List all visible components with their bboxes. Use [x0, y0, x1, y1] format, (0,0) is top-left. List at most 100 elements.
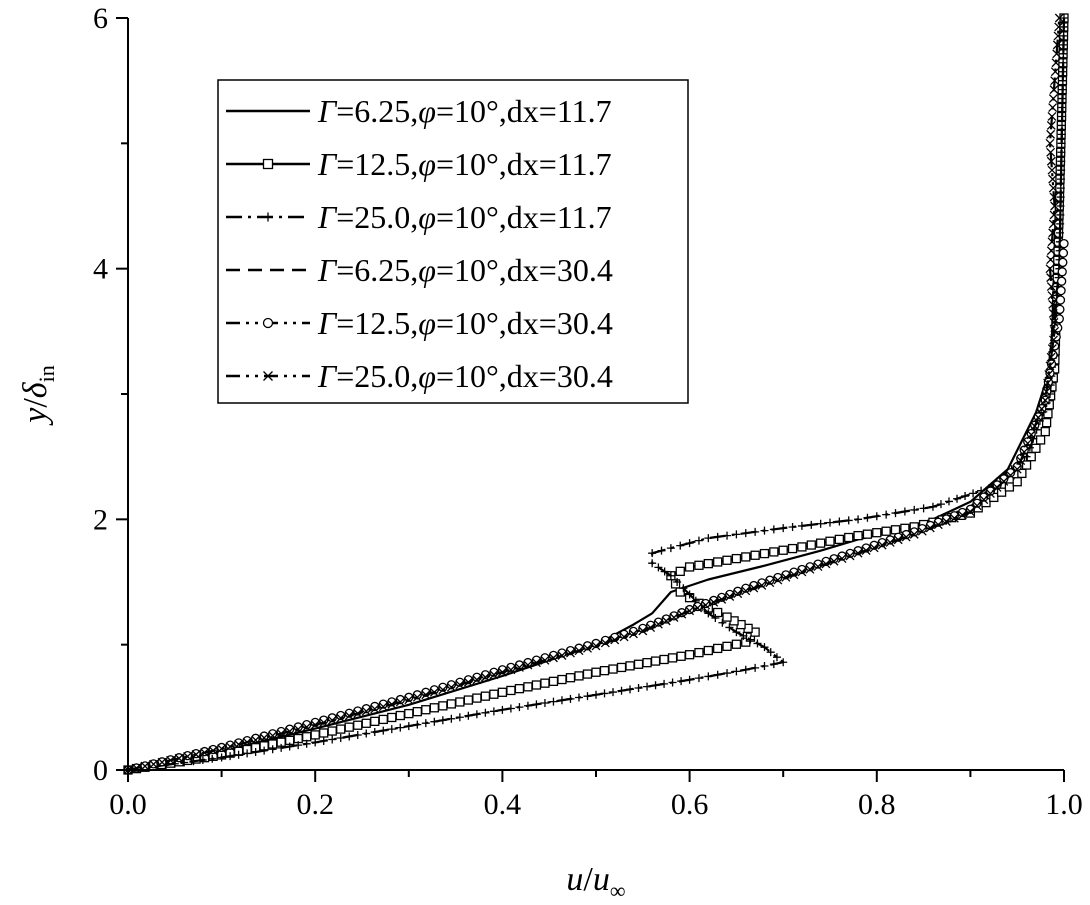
data-point [497, 687, 508, 697]
data-point [1051, 58, 1061, 68]
data-point [166, 755, 176, 765]
data-point [941, 517, 951, 526]
data-point [574, 646, 584, 656]
data-point [378, 714, 388, 725]
data-point [732, 628, 741, 637]
data-point [531, 658, 541, 668]
data-point [1030, 421, 1040, 431]
data-point [626, 685, 635, 694]
data-point [825, 536, 835, 546]
data-point [657, 546, 666, 555]
data-point [447, 714, 456, 723]
data-point [701, 600, 711, 610]
data-point [438, 701, 448, 711]
legend-marker [263, 212, 273, 222]
data-point [643, 682, 652, 691]
data-point [268, 731, 278, 741]
data-point [788, 523, 797, 532]
data-point [628, 629, 638, 639]
data-point [713, 643, 723, 654]
data-point [713, 532, 722, 541]
data-point [234, 750, 243, 759]
data-point [549, 697, 558, 706]
data-point [1047, 291, 1057, 300]
data-point [717, 594, 727, 604]
data-point [302, 739, 311, 748]
data-point [704, 609, 713, 618]
legend-label: Γ=12.5,φ=10°,dx=11.7 [317, 146, 612, 182]
data-point [949, 513, 959, 523]
data-point [514, 662, 524, 672]
data-point [140, 761, 150, 771]
data-point [750, 550, 760, 560]
data-point [259, 733, 269, 743]
data-point [1053, 31, 1063, 41]
data-point [481, 708, 490, 717]
data-point [890, 525, 901, 535]
data-point [700, 598, 711, 609]
data-point [412, 692, 422, 702]
data-point [1045, 361, 1055, 371]
data-point [684, 650, 695, 660]
data-point [480, 672, 490, 682]
data-point [703, 558, 713, 569]
data-point [731, 553, 742, 564]
data-point [506, 704, 515, 713]
data-point [901, 532, 911, 542]
data-point [869, 543, 879, 553]
data-point [619, 632, 629, 642]
data-point [760, 643, 769, 652]
data-point [646, 623, 656, 632]
data-point [813, 562, 823, 572]
data-point [336, 733, 345, 742]
data-point [1049, 192, 1059, 202]
data-point [429, 687, 439, 697]
data-point [226, 752, 235, 761]
data-point [885, 537, 895, 547]
legend-entry: Γ=12.5,φ=10°,dx=11.7 [226, 146, 612, 182]
data-point [1012, 477, 1022, 487]
data-point [310, 730, 320, 740]
data-point [789, 570, 799, 580]
data-point [891, 509, 900, 518]
data-point [412, 707, 422, 717]
data-point [651, 681, 660, 690]
legend-entry: Γ=25.0,φ=10°,dx=30.4 [226, 358, 613, 394]
data-point [472, 710, 481, 719]
data-point [909, 529, 919, 539]
data-point [759, 548, 770, 559]
data-point [757, 578, 767, 588]
data-point [1058, 76, 1067, 85]
data-point [455, 697, 465, 707]
legend-label: Γ=6.25,φ=10°,dx=30.4 [317, 252, 613, 288]
data-point [670, 579, 681, 589]
data-point [778, 545, 788, 555]
data-point [548, 676, 559, 687]
data-point [882, 510, 891, 519]
data-point [1048, 308, 1058, 318]
data-point [928, 502, 937, 511]
data-point [1058, 248, 1069, 258]
legend-entry: Γ=6.25,φ=10°,dx=30.4 [226, 252, 613, 288]
data-point [746, 635, 755, 644]
data-point [319, 736, 328, 745]
data-point [421, 705, 431, 715]
data-point [704, 534, 713, 543]
data-point [472, 693, 482, 703]
data-point [919, 504, 928, 513]
data-point [387, 725, 396, 734]
data-point [583, 692, 592, 701]
data-point [722, 612, 732, 622]
data-point [650, 656, 661, 666]
data-point [633, 659, 644, 669]
data-point [489, 707, 498, 716]
data-point [797, 521, 806, 530]
data-point [769, 547, 779, 557]
data-point [1046, 246, 1056, 256]
data-point [741, 586, 751, 596]
data-point [1048, 94, 1058, 104]
data-point [446, 682, 456, 692]
data-point [660, 567, 669, 576]
data-point [1048, 219, 1058, 229]
